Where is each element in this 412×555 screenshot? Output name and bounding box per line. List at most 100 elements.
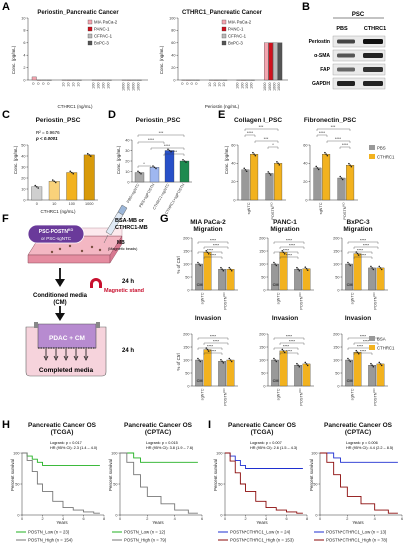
C-xtick-label: 1000 <box>85 202 93 206</box>
G-bx-mig-point <box>350 265 352 267</box>
mb-sub-label: (Magnetic beads) <box>108 247 138 251</box>
C-bar <box>49 181 60 200</box>
G-panc-inv-bar <box>280 351 287 386</box>
svg-text:****: **** <box>164 143 171 148</box>
I-right-xtick-label: 6 <box>401 517 403 521</box>
panel-g-inv-title-3: Invasion <box>345 315 371 322</box>
G-bx-inv-bar <box>354 352 361 386</box>
G-bx-inv-ytick-label: 200 <box>333 332 339 336</box>
G-bx-inv-bar <box>368 365 375 386</box>
G-mia-inv-ytick-label: 150 <box>183 345 189 349</box>
C-xtick-label: 0 <box>36 202 38 206</box>
G-panc-mig-point <box>304 266 306 268</box>
completed-media-label: Completed media <box>39 367 94 374</box>
G-mia-mig-xtick-label: POSTNKO <box>222 292 228 310</box>
A-right-ytick-label: 0 <box>173 78 175 82</box>
D-bar <box>150 167 159 182</box>
A-right-xtick-label: 100 <box>240 83 244 89</box>
E-right-bar <box>346 165 354 200</box>
G-panc-inv-cm-label: CM <box>273 379 279 383</box>
G-bx-mig-ytick-label: 100 <box>333 262 339 266</box>
G-panc-inv-point <box>299 366 301 368</box>
G-mia-inv-bar <box>218 361 225 386</box>
I-left-curve <box>225 453 303 469</box>
A-left-ytick-label: 8 <box>23 29 25 33</box>
H-left-curve <box>22 453 100 513</box>
H-right-xtick-label: 4 <box>174 517 176 521</box>
G-panc-mig-sig: **** <box>289 243 296 248</box>
G-panc-inv-point <box>281 349 283 351</box>
A-right-xtick-label: 1000 <box>277 83 281 91</box>
E-right-point <box>339 176 341 178</box>
G-bx-mig-point <box>370 266 372 268</box>
G-bx-inv-xtick-label: sgNTC <box>351 388 355 400</box>
G-mia-mig-ytick-label: 0 <box>187 288 189 292</box>
panel-b-row-gapdh: GAPDH <box>312 81 330 87</box>
D-point <box>154 167 156 169</box>
D-ytick-label: 30 <box>125 149 129 153</box>
panel-h-left-hr: HR (95% CI): 2.3 (1.4 – 4.0) <box>50 446 98 450</box>
pdac-cm-label: PDAC + CM <box>49 335 85 342</box>
A-right-xtick-label: 1000 <box>272 83 276 91</box>
svg-text:****: **** <box>247 130 254 135</box>
G-panc-inv-point <box>276 361 278 363</box>
legend-swatch-panc1-r <box>222 27 226 31</box>
G-panc-inv-ytick-label: 200 <box>259 332 265 336</box>
G-mia-mig-ytick-label: 150 <box>183 249 189 253</box>
C-point <box>34 185 36 187</box>
panel-g-title-mia-1: MIA PaCa-2 <box>190 219 226 226</box>
C-ytick-label: 50 <box>21 143 25 147</box>
I-left-xtick-label: 4 <box>265 517 267 521</box>
G-panc-mig-point <box>306 268 308 270</box>
panel-h-right-subtitle: (CPTAC) <box>145 429 171 436</box>
svg-text:****: **** <box>335 136 342 141</box>
G-panc-mig-cm-label: CM <box>273 283 279 287</box>
panel-label-b: B <box>302 1 310 13</box>
E-left-bar <box>242 170 250 200</box>
panel-a-left-title: Periostin_Pancreatic Cancer <box>37 10 119 16</box>
C-point <box>88 154 90 156</box>
svg-text:****: **** <box>319 130 326 135</box>
G-panc-mig-point <box>297 268 299 270</box>
panel-g-title-panc-1: PANC-1 <box>273 219 297 226</box>
magnetic-stand-label: Magnetic stand <box>104 288 144 294</box>
D-point <box>155 168 157 170</box>
panel-d-title: Periostin_PSC <box>136 117 181 124</box>
G-mia-mig-ytick-label: 50 <box>185 275 189 279</box>
panel-i-right-subtitle: (CPTAC) <box>345 429 371 436</box>
C-bar <box>84 155 95 200</box>
panel-i-right-logrank: Logrank: p = 0.006 <box>346 441 378 445</box>
C-bar <box>32 187 43 200</box>
H-right-ytick-label: 0 <box>115 513 117 517</box>
A-left-xtick-label: 0 <box>46 83 50 85</box>
panel-label-a: A <box>2 1 10 13</box>
H-left-ytick-label: 50 <box>15 482 19 486</box>
A-left-ytick-label: 4 <box>23 54 25 58</box>
A-right-xtick-label: 1000 <box>268 83 272 91</box>
legend-cthrc1-g: CTHRC1 <box>377 346 395 351</box>
G-bx-mig-point <box>381 269 383 271</box>
G-bx-inv-cm-label: CM <box>347 379 353 383</box>
D-point <box>182 159 184 161</box>
A-right-xtick-label: 100 <box>245 83 249 89</box>
H-left-xtick-label: 6 <box>82 517 84 521</box>
G-mia-inv-ytick-label: 100 <box>183 358 189 362</box>
E-left-point <box>269 173 271 175</box>
G-panc-mig-point <box>296 267 298 269</box>
D-ytick-label: 10 <box>125 170 129 174</box>
panel-b-row-asma: α-SMA <box>314 53 330 59</box>
G-mia-mig-bar <box>218 269 225 290</box>
D-point <box>139 172 141 174</box>
I-right-xtick-label: 0 <box>319 517 321 521</box>
E-left-point <box>277 163 279 165</box>
A-right-bar <box>264 43 268 80</box>
C-ytick-label: 40 <box>21 154 25 158</box>
panel-h-right-logrank: Logrank: p = 0.015 <box>146 441 178 445</box>
C-point <box>55 182 57 184</box>
A-left-xtick-label: 1000 <box>121 83 125 91</box>
D-point <box>185 161 187 163</box>
E-left-point <box>253 153 255 155</box>
G-bx-mig-sig: **** <box>360 253 367 258</box>
C-point <box>52 179 54 181</box>
